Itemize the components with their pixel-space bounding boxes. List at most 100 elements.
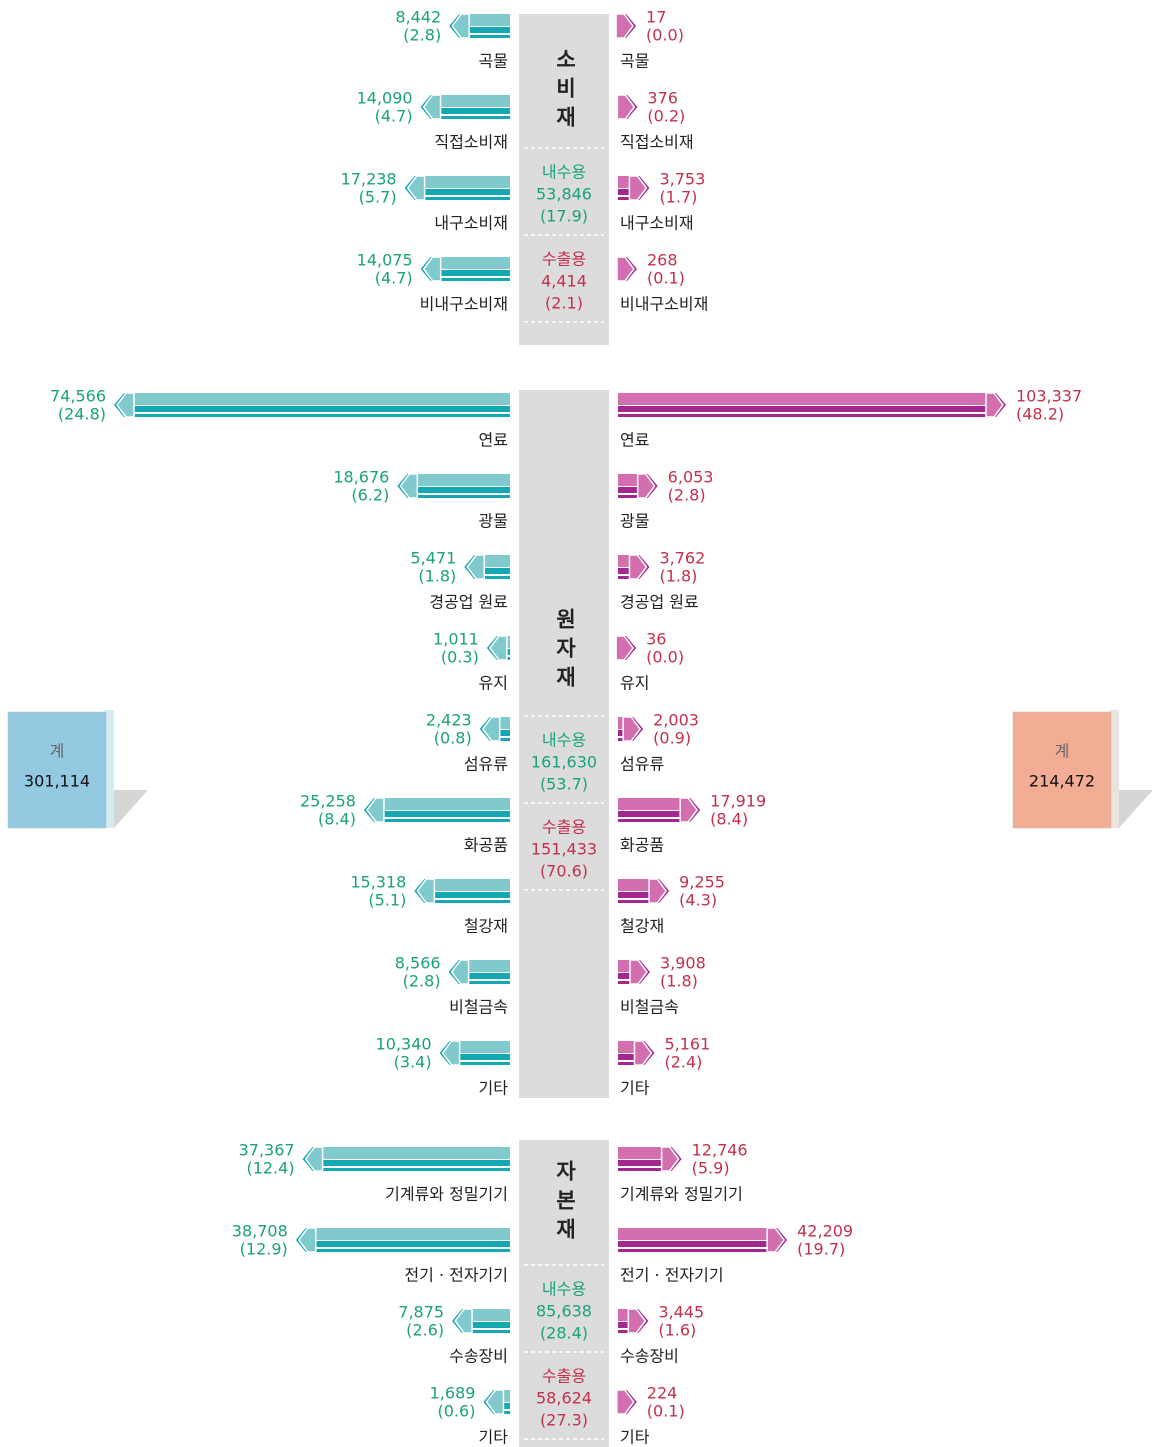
bar xyxy=(439,1040,510,1066)
bar-top xyxy=(457,1041,510,1053)
bar-top xyxy=(618,555,632,567)
value-label: 74,566 xyxy=(50,387,106,406)
bar-bottom xyxy=(415,495,510,498)
bar xyxy=(486,635,510,661)
bar-bottom xyxy=(618,973,632,979)
center-share: (28.4) xyxy=(540,1324,588,1343)
center-share: (53.7) xyxy=(540,775,588,794)
bar-bottom xyxy=(618,406,988,412)
bar-cap xyxy=(766,1227,786,1253)
bar-cap xyxy=(488,635,508,661)
bar-top xyxy=(438,257,510,269)
center-share: (17.9) xyxy=(540,207,588,226)
share-label: (0.1) xyxy=(647,269,685,288)
bar-top xyxy=(501,1390,510,1402)
value-label: 5,161 xyxy=(664,1035,710,1054)
share-label: (2.6) xyxy=(406,1321,444,1340)
bar-cap xyxy=(985,392,1004,418)
bar xyxy=(618,554,650,580)
bar-bottom xyxy=(618,1054,637,1060)
bar-bottom xyxy=(438,270,510,276)
bar-cap xyxy=(660,1146,680,1172)
value-label: 18,676 xyxy=(333,468,389,487)
bar-cap xyxy=(628,554,648,580)
bar-bottom xyxy=(618,568,632,574)
category-label: 철강재 xyxy=(464,917,508,936)
value-label: 224 xyxy=(647,1384,678,1403)
category-label: 철강재 xyxy=(620,917,664,936)
center-value: 53,846 xyxy=(536,185,592,204)
value-label: 14,090 xyxy=(357,89,413,108)
share-label: (4.7) xyxy=(375,269,413,288)
bar xyxy=(302,1146,510,1172)
bar-cap xyxy=(648,878,668,904)
bar-top xyxy=(618,1309,631,1321)
bar-bottom xyxy=(618,1168,664,1171)
bar xyxy=(616,94,638,120)
bar-bottom xyxy=(438,116,510,119)
share-label: (2.4) xyxy=(664,1053,702,1072)
bar-cap xyxy=(636,473,656,499)
share-label: (19.7) xyxy=(797,1240,845,1259)
bar-bottom xyxy=(313,1249,510,1252)
bar-top xyxy=(415,474,510,486)
total-box xyxy=(1012,711,1112,829)
bar-bottom xyxy=(618,1330,631,1333)
total-value: 214,472 xyxy=(1029,772,1095,791)
center-panel xyxy=(519,1140,609,1447)
bar-bottom xyxy=(320,1168,510,1171)
category-label: 기계류와 정밀기기 xyxy=(620,1185,743,1204)
value-label: 10,340 xyxy=(376,1035,432,1054)
center-label: 내수용 xyxy=(542,731,586,750)
share-label: (12.4) xyxy=(246,1159,294,1178)
bar xyxy=(448,959,510,985)
share-label: (0.6) xyxy=(438,1402,476,1421)
center-label: 내수용 xyxy=(542,163,586,182)
bar xyxy=(618,392,1006,418)
category-label: 유지 xyxy=(620,674,649,693)
share-label: (8.4) xyxy=(710,810,748,829)
category-label: 비철금속 xyxy=(620,998,679,1017)
bar xyxy=(114,392,510,418)
center-panel xyxy=(519,390,609,1098)
box-shadow xyxy=(108,790,148,828)
category-label: 섬유류 xyxy=(464,755,508,774)
bar-cap xyxy=(406,175,426,201)
share-label: (1.8) xyxy=(418,567,456,586)
bar-cap xyxy=(454,1308,473,1334)
bar xyxy=(483,1389,510,1415)
bar xyxy=(618,473,658,499)
value-label: 8,566 xyxy=(395,954,441,973)
share-label: (48.2) xyxy=(1016,405,1064,424)
bar xyxy=(616,1389,637,1415)
total-label: 계 xyxy=(1055,742,1070,761)
bar-bottom xyxy=(618,811,683,817)
value-label: 37,367 xyxy=(239,1141,295,1160)
bar xyxy=(618,1146,682,1172)
value-label: 3,762 xyxy=(659,549,705,568)
value-label: 3,753 xyxy=(659,170,705,189)
bar-top xyxy=(497,717,510,729)
bar-top xyxy=(618,1041,637,1053)
bar-bottom xyxy=(497,738,510,741)
bar-top xyxy=(618,393,988,405)
bar-cap xyxy=(616,94,636,120)
share-label: (0.3) xyxy=(441,648,479,667)
bar-cap xyxy=(615,635,635,661)
bar-cap xyxy=(450,959,470,985)
value-label: 3,908 xyxy=(660,954,706,973)
bar-cap xyxy=(628,175,648,201)
value-label: 38,708 xyxy=(232,1222,288,1241)
bar xyxy=(615,13,637,39)
bar-bottom xyxy=(618,197,632,200)
bar-bottom xyxy=(457,1062,510,1065)
box-side xyxy=(1109,710,1119,828)
bar-cap xyxy=(451,13,470,39)
bar-bottom xyxy=(618,1322,631,1328)
center-share: (27.3) xyxy=(540,1411,588,1430)
bar-top xyxy=(466,960,510,972)
value-label: 1,689 xyxy=(430,1384,476,1403)
center-value: 151,433 xyxy=(531,840,597,859)
value-label: 376 xyxy=(647,89,678,108)
bar-bottom xyxy=(466,973,510,979)
